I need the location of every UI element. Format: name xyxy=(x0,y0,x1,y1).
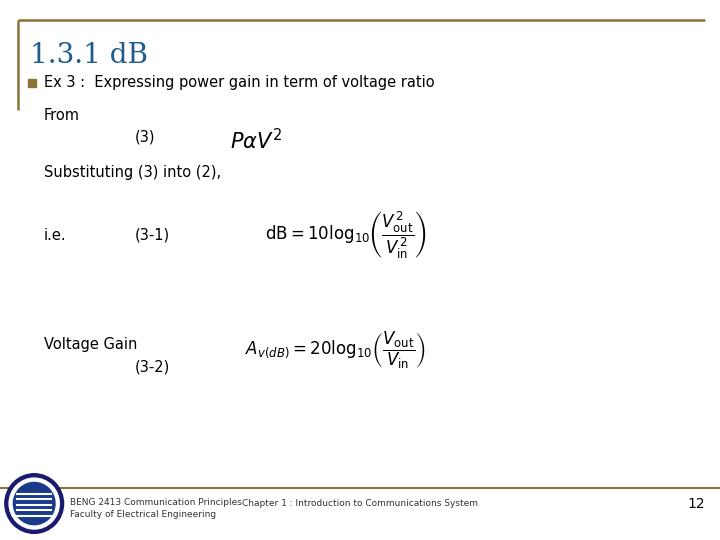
Text: $P\alpha V^{2}$: $P\alpha V^{2}$ xyxy=(230,128,282,153)
Text: Chapter 1 : Introduction to Communications System: Chapter 1 : Introduction to Communicatio… xyxy=(242,500,478,509)
Text: 12: 12 xyxy=(688,497,705,511)
Circle shape xyxy=(9,478,59,529)
Text: (3-2): (3-2) xyxy=(135,360,170,375)
Circle shape xyxy=(5,474,63,534)
Text: i.e.: i.e. xyxy=(44,227,67,242)
Text: $\mathrm{dB} = 10\log_{10}\!\left(\dfrac{V_{\mathrm{out}}^{\,2}}{V_{\mathrm{in}}: $\mathrm{dB} = 10\log_{10}\!\left(\dfrac… xyxy=(265,210,426,261)
Text: (3): (3) xyxy=(135,130,156,145)
Text: 1.3.1 dB: 1.3.1 dB xyxy=(30,42,148,69)
Text: From: From xyxy=(44,108,80,123)
Text: Voltage Gain: Voltage Gain xyxy=(44,338,138,353)
Text: Substituting (3) into (2),: Substituting (3) into (2), xyxy=(44,165,221,180)
Text: BENG 2413 Communication Principles: BENG 2413 Communication Principles xyxy=(70,498,242,507)
Text: $A_{v(dB)} = 20\log_{10}\!\left(\dfrac{V_{\mathrm{out}}}{V_{\mathrm{in}}}\right): $A_{v(dB)} = 20\log_{10}\!\left(\dfrac{V… xyxy=(245,329,426,370)
Text: Faculty of Electrical Engineering: Faculty of Electrical Engineering xyxy=(70,510,216,519)
Text: Ex 3 :  Expressing power gain in term of voltage ratio: Ex 3 : Expressing power gain in term of … xyxy=(44,76,435,91)
Bar xyxy=(28,79,36,87)
Circle shape xyxy=(14,482,55,525)
Text: (3-1): (3-1) xyxy=(135,227,170,242)
